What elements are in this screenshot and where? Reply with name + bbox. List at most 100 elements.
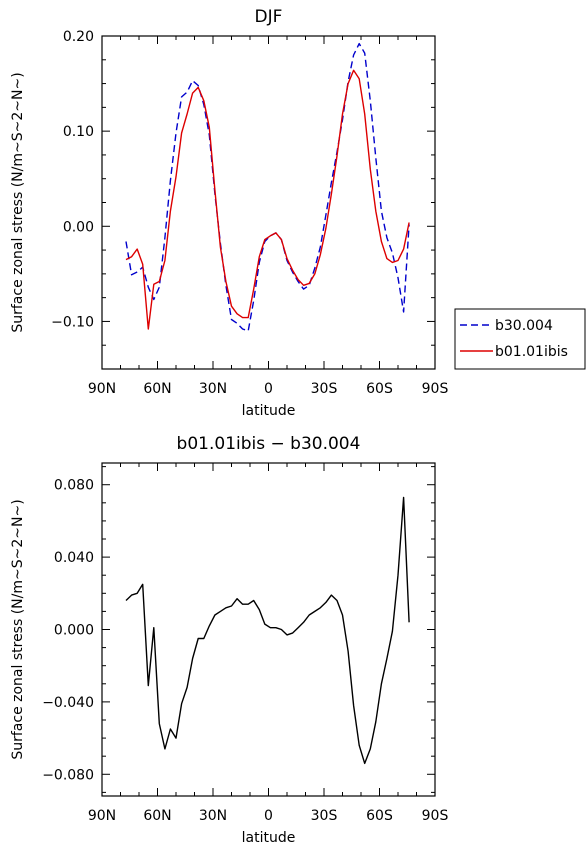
data-point — [386, 657, 388, 659]
data-point — [208, 625, 210, 627]
data-point — [308, 282, 310, 284]
data-point — [352, 69, 354, 71]
y-tick-label: 0.000 — [54, 623, 94, 639]
data-point — [375, 157, 377, 159]
data-point — [386, 257, 388, 259]
data-point — [302, 288, 304, 290]
x-axis-label: latitude — [242, 403, 296, 419]
data-point — [308, 614, 310, 616]
data-point — [336, 155, 338, 157]
chart-title: DJF — [255, 7, 283, 27]
data-point — [125, 599, 127, 601]
data-point — [347, 650, 349, 652]
data-point — [325, 601, 327, 603]
data-point — [330, 193, 332, 195]
data-point — [364, 113, 366, 115]
data-point — [142, 263, 144, 265]
legend-label: b01.01ibis — [495, 344, 568, 360]
data-point — [136, 271, 138, 273]
x-tick-label: 60N — [143, 381, 171, 397]
data-point — [341, 614, 343, 616]
data-point — [214, 614, 216, 616]
data-point — [136, 248, 138, 250]
data-point — [208, 126, 210, 128]
data-point — [330, 594, 332, 596]
data-point — [275, 626, 277, 628]
data-point — [236, 598, 238, 600]
legend-box — [454, 308, 586, 370]
data-point — [236, 313, 238, 315]
x-tick-label: 90S — [422, 808, 449, 824]
data-point — [203, 99, 205, 101]
data-point — [319, 607, 321, 609]
data-point — [397, 259, 399, 261]
y-tick-label: 0.080 — [54, 478, 94, 494]
data-point — [380, 240, 382, 242]
data-point — [214, 189, 216, 191]
x-tick-label: 30S — [311, 808, 338, 824]
data-point — [330, 181, 332, 183]
data-point — [230, 605, 232, 607]
data-point — [253, 599, 255, 601]
data-point — [130, 256, 132, 258]
data-point — [375, 721, 377, 723]
data-point — [180, 703, 182, 705]
x-tick-label: 60S — [366, 808, 393, 824]
data-point — [158, 286, 160, 288]
data-point — [302, 284, 304, 286]
data-point — [147, 286, 149, 288]
data-point — [352, 704, 354, 706]
data-point — [191, 80, 193, 82]
data-point — [158, 280, 160, 282]
data-point — [158, 722, 160, 724]
data-point — [130, 594, 132, 596]
y-tick-label: −0.080 — [42, 767, 94, 783]
data-point — [369, 748, 371, 750]
data-point — [269, 235, 271, 237]
data-point — [364, 52, 366, 54]
data-point — [269, 626, 271, 628]
data-point — [336, 599, 338, 601]
data-point — [352, 54, 354, 56]
data-point — [341, 113, 343, 115]
data-point — [169, 728, 171, 730]
data-point — [186, 91, 188, 93]
data-point — [230, 305, 232, 307]
data-point — [325, 227, 327, 229]
chart-title: b01.01ibis − b30.004 — [177, 434, 361, 454]
data-point — [241, 316, 243, 318]
x-tick-label: 30N — [199, 381, 227, 397]
data-point — [164, 237, 166, 239]
data-point — [175, 132, 177, 134]
data-point — [347, 82, 349, 84]
data-point — [153, 626, 155, 628]
data-point — [186, 686, 188, 688]
x-tick-label: 0 — [264, 381, 273, 397]
x-tick-label: 60S — [366, 381, 393, 397]
series-line-2 — [125, 69, 410, 330]
data-point — [386, 237, 388, 239]
data-point — [380, 210, 382, 212]
x-tick-label: 60N — [143, 808, 171, 824]
y-axis-label: Surface zonal stress (N/m~S~2~N~) — [10, 72, 26, 332]
legend: b30.004 b01.01ibis — [454, 308, 586, 370]
data-point — [253, 299, 255, 301]
data-point — [314, 610, 316, 612]
data-point — [164, 748, 166, 750]
legend-label: b30.004 — [495, 318, 553, 334]
data-point — [397, 574, 399, 576]
data-point — [247, 316, 249, 318]
series-line-1 — [125, 496, 410, 765]
x-tick-label: 90N — [88, 808, 116, 824]
data-point — [191, 92, 193, 94]
data-point — [197, 86, 199, 88]
data-point — [153, 283, 155, 285]
chart-panel-2 — [101, 462, 436, 797]
data-point — [286, 634, 288, 636]
data-point — [142, 583, 144, 585]
data-point — [169, 210, 171, 212]
data-point — [247, 330, 249, 332]
data-point — [197, 637, 199, 639]
data-point — [147, 328, 149, 330]
x-tick-label: 30N — [199, 808, 227, 824]
